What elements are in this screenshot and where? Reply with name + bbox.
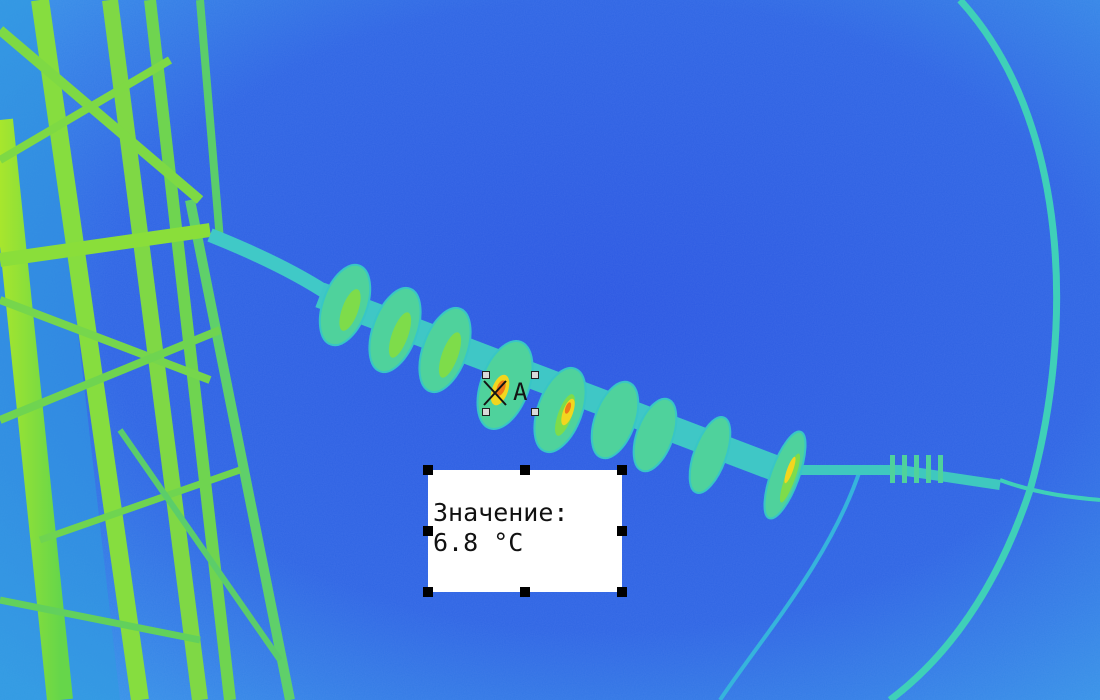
conductor-arc (718, 0, 1100, 700)
readout-handle-tr[interactable] (617, 465, 627, 475)
readout-handle-mr[interactable] (617, 526, 627, 536)
readout-handle-tl[interactable] (423, 465, 433, 475)
readout-label: Значение: (433, 498, 569, 527)
readout-handle-bm[interactable] (520, 587, 530, 597)
spot-handle-top-right[interactable] (531, 371, 539, 379)
insulator-string (207, 228, 1001, 520)
readout-value: 6.8 °C (433, 528, 524, 557)
readout-text: Значение: 6.8 °C (433, 498, 568, 558)
spot-marker-a[interactable]: A (482, 371, 539, 416)
spot-label: A (513, 378, 528, 406)
measurement-readout-box[interactable]: Значение: 6.8 °C (423, 465, 627, 597)
readout-handle-br[interactable] (617, 587, 627, 597)
spot-handle-bottom-left[interactable] (482, 408, 490, 416)
tower-structure (0, 0, 295, 700)
spot-handle-top-left[interactable] (482, 371, 490, 379)
crosshair-icon (483, 380, 507, 406)
spot-handle-bottom-right[interactable] (531, 408, 539, 416)
readout-handle-tm[interactable] (520, 465, 530, 475)
readout-handle-ml[interactable] (423, 526, 433, 536)
readout-handle-bl[interactable] (423, 587, 433, 597)
